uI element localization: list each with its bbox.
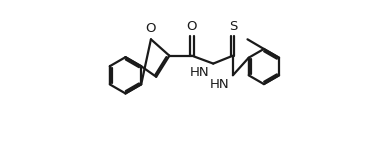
- Text: HN: HN: [210, 78, 229, 91]
- Text: O: O: [186, 21, 197, 33]
- Text: O: O: [146, 22, 156, 35]
- Text: S: S: [229, 21, 237, 33]
- Text: HN: HN: [190, 66, 210, 79]
